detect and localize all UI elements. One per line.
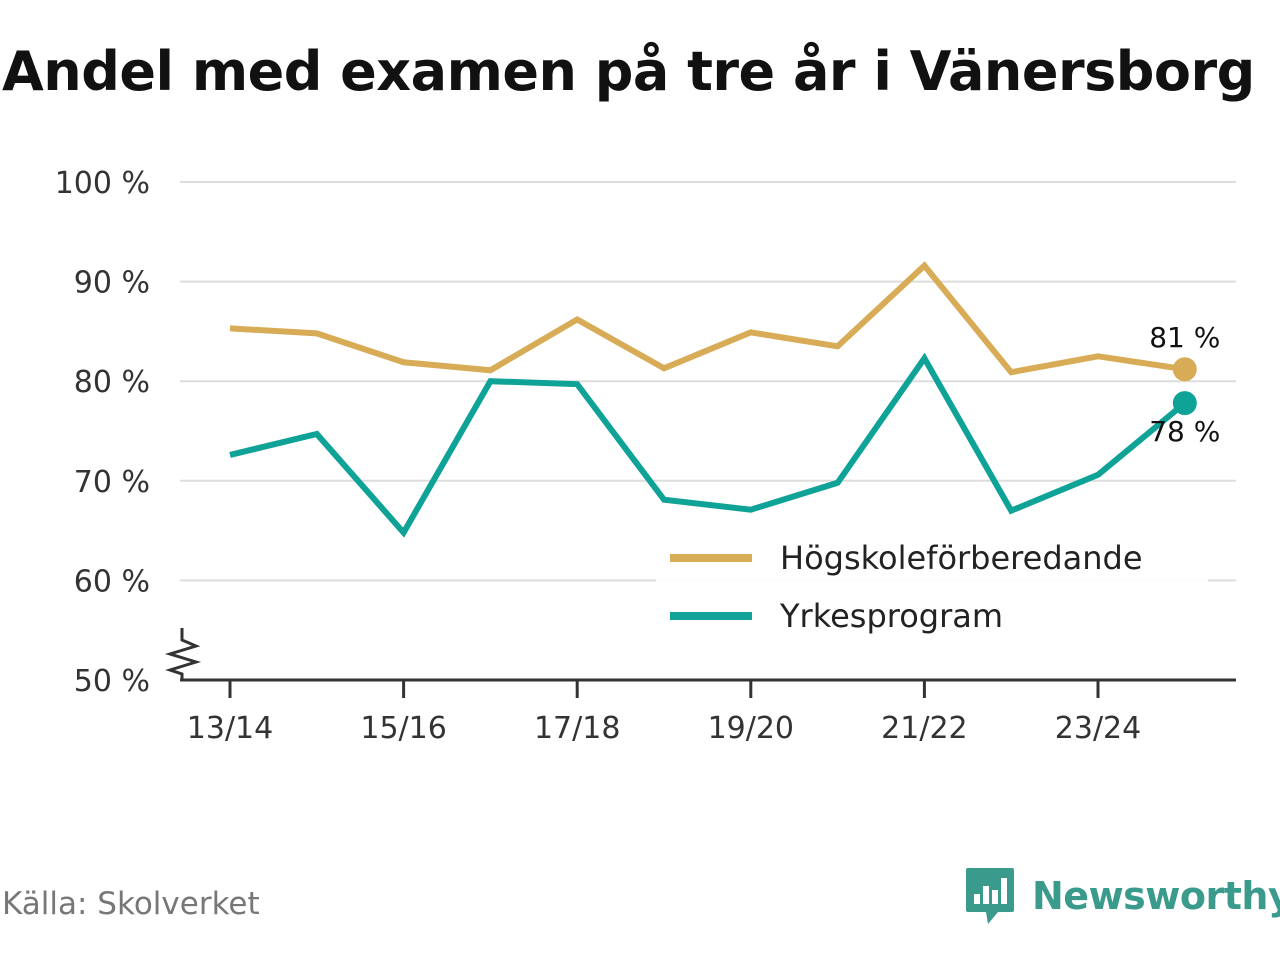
end-value-label: 78 % xyxy=(1149,415,1220,448)
legend-label: Yrkesprogram xyxy=(779,597,1003,635)
brand-logo[interactable]: Newsworthy xyxy=(964,866,1280,926)
source-note: Källa: Skolverket xyxy=(2,886,260,922)
brand-name: Newsworthy xyxy=(1032,874,1280,918)
chart-title: Andel med examen på tre år i Vänersborg xyxy=(2,40,1255,103)
end-labels: 81 % 78 % xyxy=(1149,321,1220,448)
series-group xyxy=(229,261,1197,538)
x-tick-label: 21/22 xyxy=(881,711,967,746)
x-tick-label: 23/24 xyxy=(1055,711,1141,746)
end-value-label: 81 % xyxy=(1149,321,1220,354)
x-axis xyxy=(164,628,1236,682)
x-tick-label: 17/18 xyxy=(534,711,620,746)
x-tick-label: 19/20 xyxy=(708,711,794,746)
y-tick-label: 90 % xyxy=(74,266,150,301)
x-tick-label: 13/14 xyxy=(187,711,273,746)
y-tick-label: 60 % xyxy=(74,564,150,599)
series-line-hogskoleforberedande xyxy=(229,261,1186,376)
x-tick-label: 15/16 xyxy=(360,711,446,746)
legend: Högskoleförberedande Yrkesprogram xyxy=(656,528,1208,635)
y-tick-label: 70 % xyxy=(74,465,150,500)
series-line-yrkesprogram xyxy=(229,352,1187,538)
y-tick-label: 100 % xyxy=(55,166,150,201)
gridlines xyxy=(180,181,1236,582)
y-axis-break-icon xyxy=(164,628,202,680)
legend-label: Högskoleförberedande xyxy=(780,539,1143,577)
y-axis-ticks: 50 % 60 % 70 % 80 % 90 % 100 % xyxy=(55,166,150,699)
y-tick-label: 50 % xyxy=(74,664,150,699)
y-tick-label: 80 % xyxy=(74,365,150,400)
series-end-point xyxy=(1172,391,1197,416)
series-end-point xyxy=(1172,357,1197,382)
newsworthy-logo-icon xyxy=(966,868,1014,924)
x-axis-ticks: 13/14 15/16 17/18 19/20 21/22 23/24 xyxy=(187,680,1141,746)
